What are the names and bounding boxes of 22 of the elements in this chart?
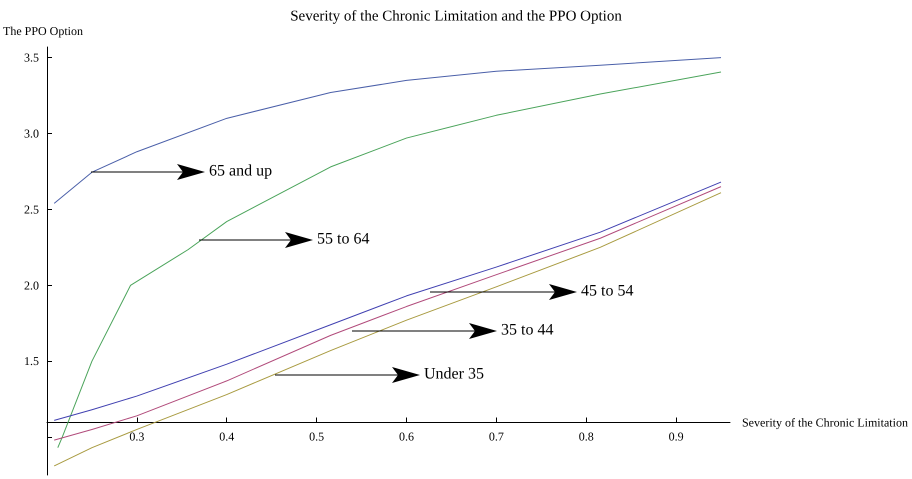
- x-tick-label: 0.9: [668, 429, 684, 444]
- x-tick-label: 0.7: [488, 429, 504, 444]
- y-tick-label: 1.5: [24, 354, 39, 368]
- line-series: [57, 72, 722, 448]
- x-tick-label: 0.8: [578, 429, 594, 444]
- annotation: 65 and up: [209, 162, 272, 180]
- chart-title: Severity of the Chronic Limitation and the PPO Option: [290, 8, 622, 24]
- line-series: [54, 57, 722, 204]
- x-axis-title: Severity of the Chronic Limitation: [742, 415, 908, 430]
- x-tick-label: 0.4: [219, 429, 234, 444]
- annotation: 55 to 64: [317, 230, 370, 248]
- annotation: Under 35: [424, 366, 484, 382]
- x-tick-label: 0.5: [309, 429, 324, 444]
- y-tick-label: 3.5: [24, 50, 39, 65]
- y-tick-label: 3.0: [24, 126, 39, 141]
- annotation: 35 to 44: [501, 322, 554, 338]
- annotation: 45 to 54: [581, 282, 634, 300]
- y-tick-label: 2.5: [24, 202, 39, 216]
- y-axis-title: The PPO Option: [3, 24, 84, 38]
- y-tick-label: 2.0: [24, 278, 39, 292]
- x-tick-label: 0.3: [129, 429, 144, 444]
- x-tick-label: 0.6: [398, 429, 414, 444]
